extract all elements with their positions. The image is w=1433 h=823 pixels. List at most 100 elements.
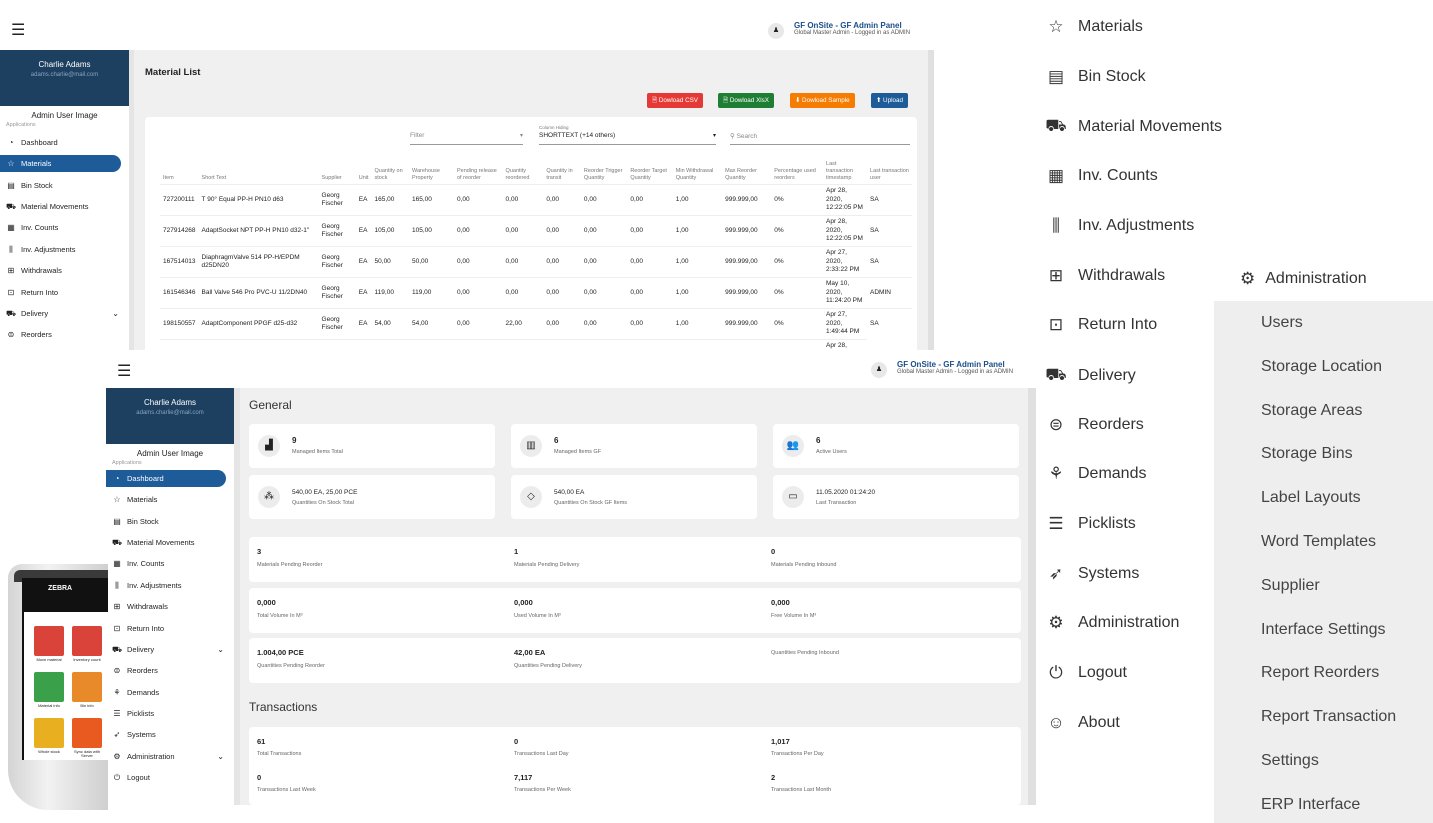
sidebar-item-demands[interactable]: ⚘ Demands <box>106 682 234 703</box>
menu-item-administration[interactable]: ⚙ Administration <box>1045 613 1179 633</box>
column-header-warehouse-property[interactable]: Warehouse Property <box>411 167 440 181</box>
table-row[interactable]: 161546346 Ball Valve 546 Pro PVC-U 11/2DN… <box>160 276 912 309</box>
sidebar-item-inv-counts[interactable]: ▦ Inv. Counts <box>106 553 234 574</box>
admin-item-erp-interface[interactable]: ERP Interface <box>1261 795 1361 813</box>
admin-item-word-templates[interactable]: Word Templates <box>1261 533 1377 550</box>
sidebar-item-administration[interactable]: ⚙ Administration ⌄ <box>106 746 234 767</box>
hamburger-menu-icon[interactable]: ☰ <box>11 22 26 39</box>
table-row[interactable]: 727200111 T 90° Equal PP-H PN10 d63 Georg … <box>160 183 912 216</box>
column-header-quantity-in-transit[interactable]: Quantity in transit <box>546 167 573 181</box>
column-header-min-withdrawal-quantity[interactable]: Min Withdrawal Quantity <box>675 167 714 181</box>
column-header-supplier[interactable]: Supplier <box>321 174 342 181</box>
column-header-pending-release-of-reorder[interactable]: Pending release of reorder <box>457 167 497 181</box>
sidebar-scrollbar[interactable] <box>129 50 134 350</box>
sidebar-item-material-movements[interactable]: ⛟ Material Movements <box>0 196 129 217</box>
sidebar-item-inv-counts[interactable]: ▦ Inv. Counts <box>0 217 129 238</box>
column-header-last-transaction-timestamp[interactable]: Last transaction timestamp <box>826 161 853 181</box>
sidebar-item-dashboard[interactable]: ◔ Dashboard <box>0 132 129 153</box>
sidebar-item-picklists[interactable]: ☰ Picklists <box>106 703 234 724</box>
menu-item-picklists[interactable]: ☰ Picklists <box>1045 514 1135 534</box>
sidebar-item-dashboard[interactable]: ◔ Dashboard <box>106 470 226 487</box>
app-tile-material-info[interactable] <box>34 672 64 702</box>
dash-sidebar-scrollbar[interactable] <box>234 388 240 805</box>
admin-item-label-layouts[interactable]: Label Layouts <box>1261 489 1361 507</box>
avatar-icon[interactable]: ♟ <box>871 362 887 378</box>
admin-item-settings[interactable]: Settings <box>1261 752 1319 769</box>
menu-item-demands[interactable]: ⚘ Demands <box>1045 464 1146 484</box>
table-cell: 999.999,00 <box>722 245 772 278</box>
app-tile-inventory-count[interactable] <box>72 626 102 656</box>
sidebar-item-material-movements[interactable]: ⛟ Material Movements <box>106 532 234 553</box>
admin-item-supplier[interactable]: Supplier <box>1261 576 1320 594</box>
app-tile-whole-stock[interactable] <box>34 718 64 748</box>
column-header-reorder-target-quantity[interactable]: Reorder Target Quantity <box>630 167 667 181</box>
table-row[interactable]: 198150557 AdaptComponent PPGF d25-d32 Geor… <box>160 307 912 340</box>
download-sample-button[interactable]: ⬇ Dowload Sample <box>790 93 855 108</box>
admin-item-storage-location[interactable]: Storage Location <box>1261 357 1382 375</box>
hamburger-menu-icon[interactable]: ☰ <box>117 363 132 380</box>
menu-item-material-movements[interactable]: ⛟ Material Movements <box>1045 116 1222 138</box>
sidebar-item-inv-adjustments[interactable]: ⫼ Inv. Adjustments <box>0 239 129 260</box>
menu-item-return-into[interactable]: ⊡ Return Into <box>1045 315 1157 335</box>
column-header-quantity-on-stock[interactable]: Quantity on stock <box>374 167 403 181</box>
column-header-short-text[interactable]: Short Text <box>201 174 227 181</box>
filter-input[interactable]: Filter ▾ <box>410 132 523 145</box>
table-cell: 0,00 <box>454 245 503 278</box>
sidebar-item-systems[interactable]: ➶ Systems <box>106 724 234 745</box>
sidebar-item-delivery[interactable]: ⛟ Delivery ⌄ <box>0 303 129 324</box>
sidebar-item-materials[interactable]: ☆ Materials <box>0 155 121 173</box>
sidebar-item-return-into[interactable]: ⊡ Return Into <box>0 281 129 302</box>
admin-item-interface-settings[interactable]: Interface Settings <box>1261 620 1386 638</box>
sidebar-item-bin-stock[interactable]: ▤ Bin Stock <box>106 510 234 531</box>
app-tile-bin-info[interactable] <box>72 672 102 702</box>
avatar-icon[interactable]: ♟ <box>768 23 784 39</box>
app-tile-move-material[interactable] <box>34 626 64 656</box>
admin-item-users[interactable]: Users <box>1261 314 1303 331</box>
app-tile-label: Move material <box>36 657 62 662</box>
sidebar-item-logout[interactable]: ⏻ Logout <box>106 767 234 788</box>
table-row[interactable]: Apr 28, <box>160 338 912 350</box>
menu-item-inv-adjustments[interactable]: ⫼ Inv. Adjustments <box>1045 216 1194 236</box>
download-csv-button[interactable]: 🗎 Dowload CSV <box>647 93 704 108</box>
menu-item-bin-stock[interactable]: ▤ Bin Stock <box>1045 67 1146 87</box>
menu-item-delivery[interactable]: ⛟ Delivery <box>1045 365 1136 387</box>
column-header-item[interactable]: Item <box>163 174 174 181</box>
sidebar-item-materials[interactable]: ☆ Materials <box>106 489 234 510</box>
main-scrollbar[interactable] <box>928 50 934 350</box>
menu-item-materials[interactable]: ☆ Materials <box>1045 17 1143 37</box>
admin-item-storage-areas[interactable]: Storage Areas <box>1261 401 1363 419</box>
admin-item-storage-bins[interactable]: Storage Bins <box>1261 445 1353 463</box>
column-hiding-select[interactable]: SHORTTEXT (+14 others) ▾ <box>539 132 716 145</box>
sidebar-item-withdrawals[interactable]: ⊞ Withdrawals <box>0 260 129 281</box>
table-row[interactable]: 727914268 AdaptSocket NPT PP-H PN10 d32-1… <box>160 214 912 247</box>
sidebar-item-return-into[interactable]: ⊡ Return Into <box>106 617 234 638</box>
download-xlsx-button[interactable]: 🗎 Dowload XlsX <box>718 93 775 108</box>
column-header-unit[interactable]: Unit <box>358 174 369 181</box>
menu-item-reorders[interactable]: ⊜ Reorders <box>1045 415 1144 435</box>
administration-heading[interactable]: ⚙ Administration <box>1240 269 1367 289</box>
column-header-max-reorder-quantity[interactable]: Max Reorder Quantity <box>725 167 757 181</box>
column-header-reorder-trigger-quantity[interactable]: Reorder Trigger Quantity <box>583 167 623 181</box>
menu-item-withdrawals[interactable]: ⊞ Withdrawals <box>1045 266 1165 286</box>
search-input[interactable]: ⚲ Search <box>730 132 910 145</box>
menu-item-systems[interactable]: ➶ Systems <box>1045 564 1139 584</box>
dash-main-scrollbar[interactable] <box>1028 388 1036 805</box>
sidebar-item-label: Material Movements <box>21 201 89 211</box>
sidebar-item-inv-adjustments[interactable]: ⫼ Inv. Adjustments <box>106 575 234 596</box>
admin-item-report-transaction[interactable]: Report Transaction <box>1261 708 1397 726</box>
column-header-quantity-reordered[interactable]: Quantity reordered <box>505 167 530 181</box>
sidebar-item-reorders[interactable]: ⊜ Reorders <box>106 660 234 681</box>
menu-item-logout[interactable]: ⏻ Logout <box>1045 663 1127 683</box>
sidebar-item-withdrawals[interactable]: ⊞ Withdrawals <box>106 596 234 617</box>
menu-item-inv-counts[interactable]: ▦ Inv. Counts <box>1045 166 1158 186</box>
sidebar-item-bin-stock[interactable]: ▤ Bin Stock <box>0 174 129 195</box>
column-header-percentage-used-reorders[interactable]: Percentage used reorders <box>774 167 816 181</box>
table-row[interactable]: 167514013 DiaphragmValve 514 PP-H/EPDM d2… <box>160 245 912 278</box>
upload-button[interactable]: ⬆ Upload <box>871 93 908 108</box>
admin-item-report-reorders[interactable]: Report Reorders <box>1261 664 1380 682</box>
menu-item-about[interactable]: ☺ About <box>1045 713 1120 733</box>
sidebar-item-reorders[interactable]: ⊜ Reorders <box>0 324 129 345</box>
app-tile-sync-data-with-server[interactable] <box>72 718 102 748</box>
column-header-last-transaction-user[interactable]: Last transaction user <box>870 167 909 181</box>
sidebar-item-delivery[interactable]: ⛟ Delivery ⌄ <box>106 639 234 660</box>
